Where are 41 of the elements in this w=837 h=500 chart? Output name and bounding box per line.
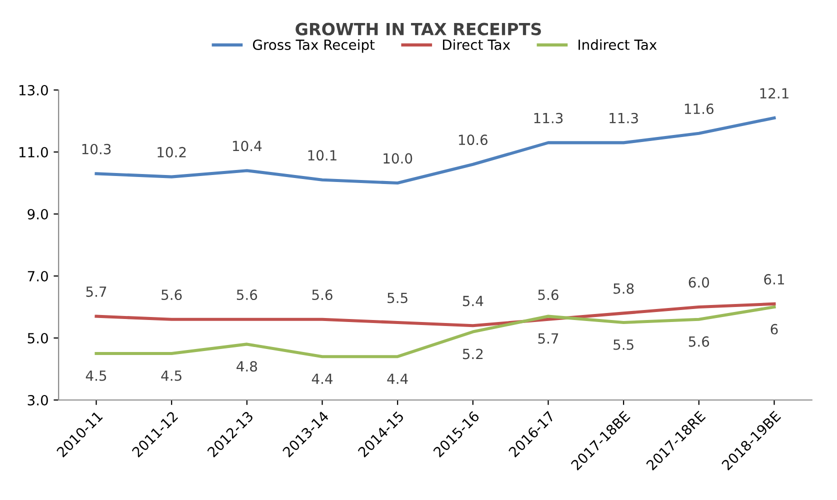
legend-label: Gross Tax Receipt	[252, 39, 375, 53]
data-label: 5.7	[538, 333, 558, 344]
data-label: 11.3	[534, 112, 563, 124]
data-label: 5.2	[462, 348, 483, 360]
y-tick-label: 13.0	[19, 84, 48, 96]
data-label: 5.6	[236, 290, 258, 300]
data-label: 5.6	[688, 336, 710, 347]
data-label: 5.6	[162, 290, 182, 300]
data-label: 5.8	[614, 283, 634, 294]
data-label: 4.4	[312, 374, 333, 384]
data-label: 10.0	[384, 153, 412, 164]
legend-label: Indirect Tax	[578, 39, 657, 50]
y-tick-label: 9.0	[28, 208, 48, 220]
y-tick-label: 3.0	[28, 394, 48, 406]
chart-title: GROWTH IN TAX RECEIPTS	[296, 22, 541, 36]
data-label: 10.6	[458, 134, 488, 146]
data-label: 12.1	[760, 88, 788, 98]
data-label: 4.8	[236, 361, 258, 372]
y-tick-label: 5.0	[28, 332, 48, 344]
data-label: 4.5	[86, 370, 106, 381]
data-label: 5.6	[312, 290, 332, 300]
data-label: 6.0	[688, 277, 710, 288]
data-label: 11.6	[684, 104, 714, 114]
data-label: 4.5	[161, 370, 182, 381]
data-label: 4.4	[387, 374, 408, 384]
data-label: 5.5	[388, 292, 408, 304]
data-label: 6.1	[764, 274, 784, 285]
data-label: 11.3	[610, 112, 638, 124]
data-label: 5.7	[86, 286, 106, 297]
data-label: 5.6	[538, 290, 558, 300]
line-series	[94, 305, 776, 358]
data-label: 5.4	[462, 296, 484, 306]
data-label: 10.4	[232, 140, 262, 152]
data-label: 10.2	[158, 146, 186, 158]
data-label: 10.1	[308, 150, 336, 161]
y-tick-label: 7.0	[28, 270, 48, 282]
data-label: 10.3	[82, 144, 111, 154]
legend-label: Direct Tax	[443, 39, 510, 50]
data-label: 6	[770, 324, 778, 334]
data-label: 5.5	[614, 340, 634, 350]
y-tick-label: 11.0	[19, 146, 48, 158]
